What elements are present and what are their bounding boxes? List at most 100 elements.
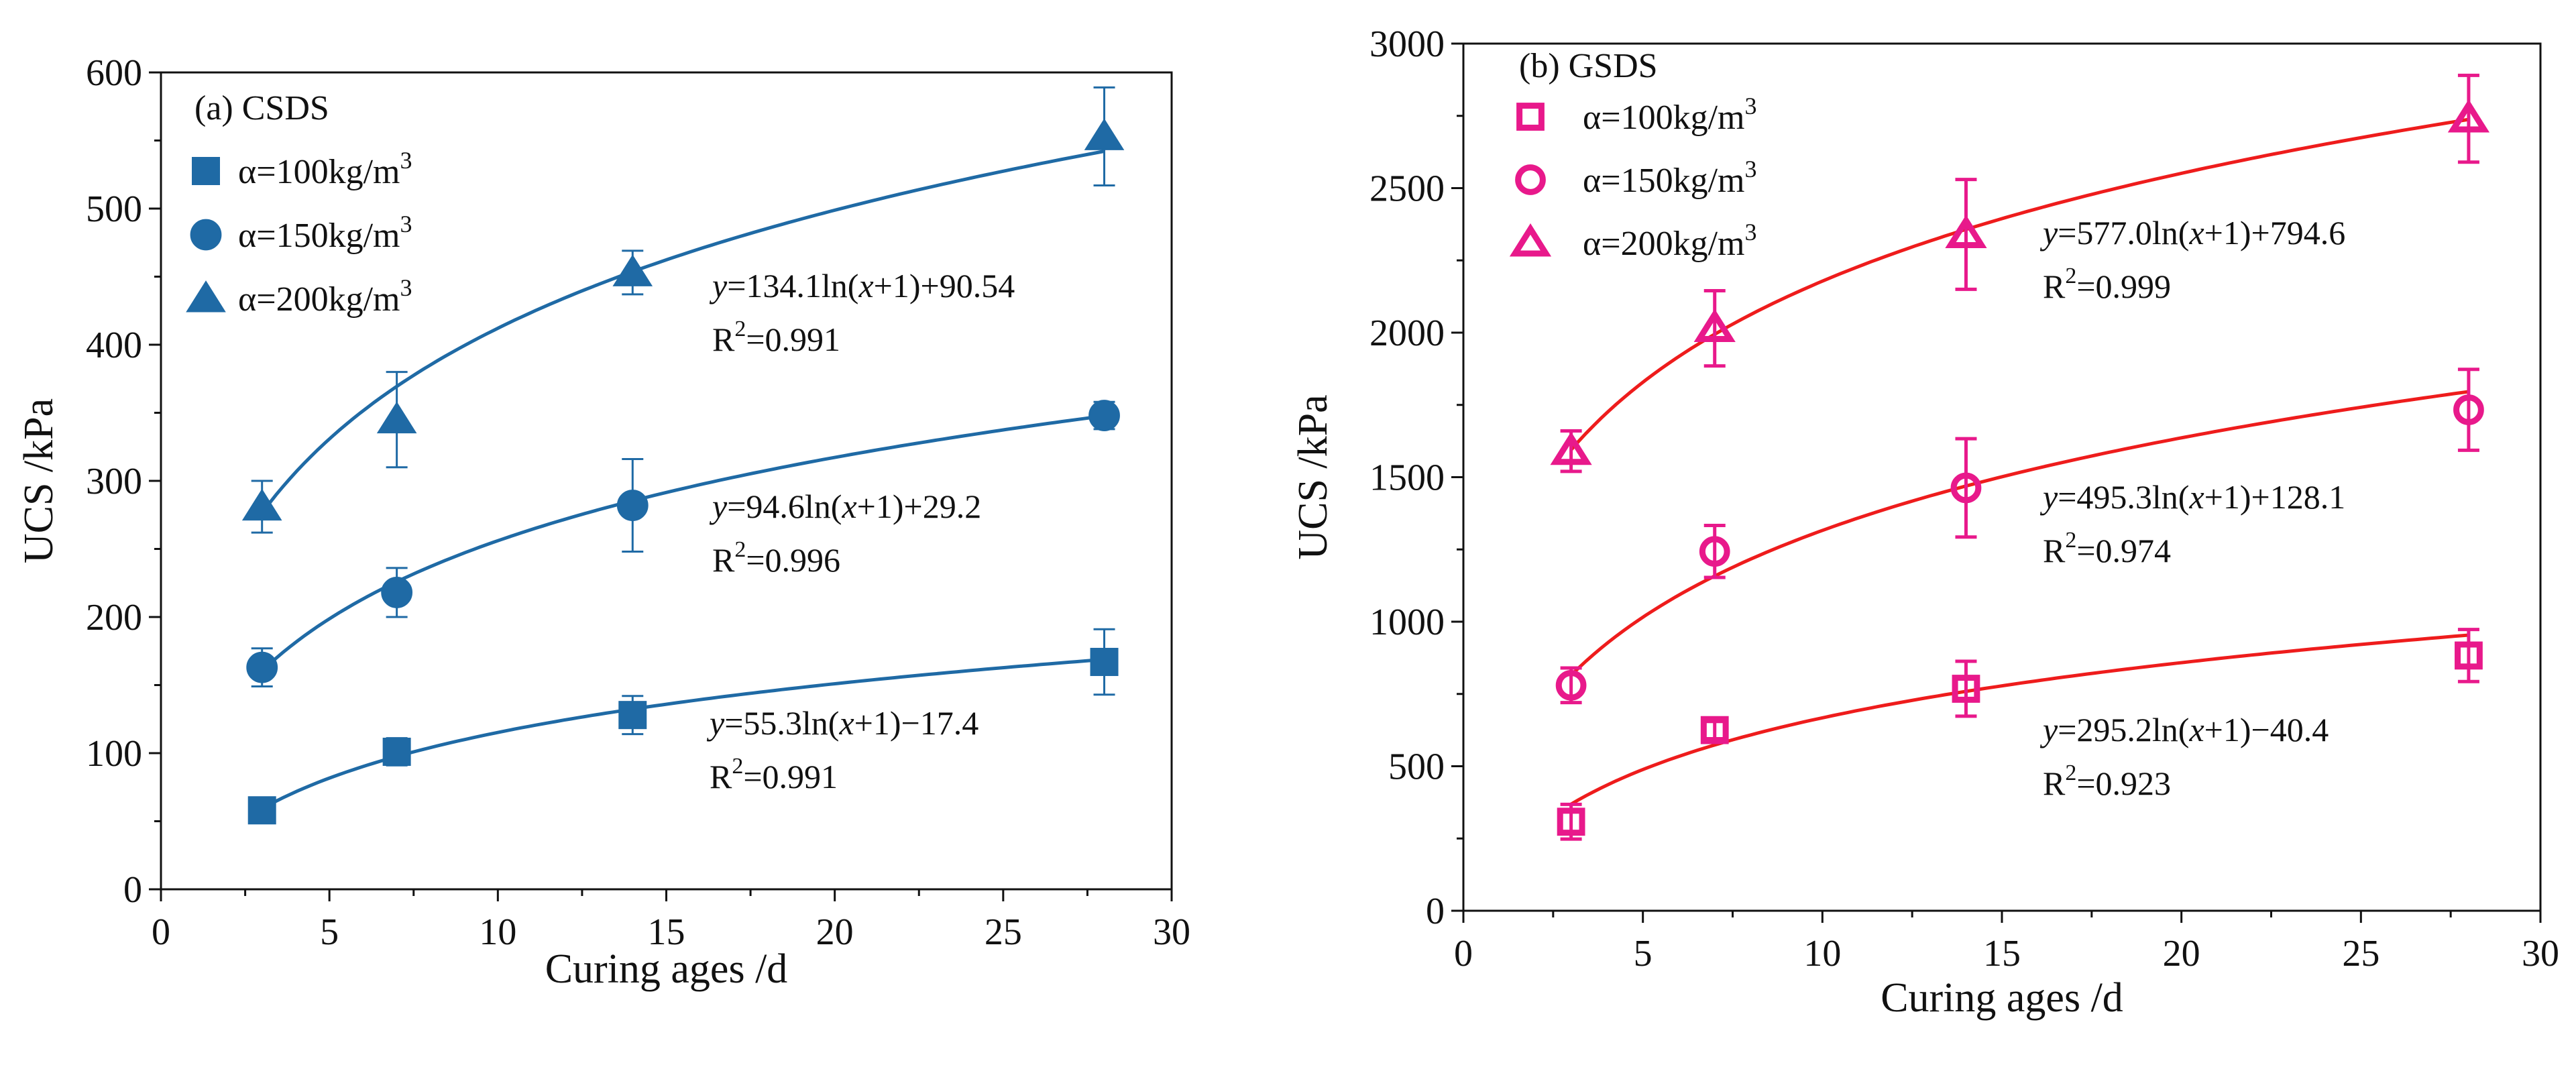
- r2-label: R: [2043, 532, 2066, 569]
- error-bar: [1703, 523, 1726, 579]
- data-point: [2453, 394, 2484, 425]
- y-tick-label: 300: [86, 461, 142, 502]
- equation-x: x: [841, 488, 856, 525]
- data-point: [2455, 641, 2483, 670]
- legend-entry: α=100kg/m3: [1583, 93, 1756, 137]
- y-tick-label: 1500: [1369, 457, 1445, 499]
- y-tick-label: 2500: [1369, 168, 1445, 210]
- y-tick-label: 200: [86, 597, 142, 638]
- data-point: [246, 651, 278, 683]
- legend-marker: [186, 280, 226, 313]
- legend-label-superscript: 3: [1744, 219, 1756, 245]
- y-tick-label: 1000: [1369, 602, 1445, 643]
- x-tick-label: 30: [2522, 933, 2559, 974]
- r-squared: R2=0.999: [2043, 264, 2171, 305]
- series-circle: [246, 400, 1120, 688]
- r2-value: =0.974: [2076, 532, 2171, 569]
- r2-value: =0.999: [2076, 268, 2171, 305]
- legend-label: α=100kg/m: [238, 153, 400, 191]
- equation-y: y: [2039, 214, 2058, 251]
- r-squared: R2=0.974: [2043, 528, 2171, 569]
- legend-label-superscript: 3: [1744, 93, 1756, 119]
- data-point: [1945, 215, 1987, 248]
- panel-label: (a) CSDS: [194, 89, 329, 127]
- legend-label: α=100kg/m: [1583, 99, 1744, 137]
- error-bar: [2457, 628, 2479, 683]
- chart-panel-b: 0 5 10 15 20 25 30 0 500 1000 1500 2000 2500 3000 Curi…: [1290, 23, 2559, 1021]
- data-point: [1550, 431, 1592, 465]
- fit-equation: y=295.2ln(x+1)−40.4: [2039, 711, 2329, 748]
- equation-x: x: [2188, 214, 2204, 251]
- equation-part: +1)−40.4: [2204, 711, 2329, 748]
- legend-entry: α=100kg/m3: [238, 147, 412, 191]
- equation-part: =295.2ln(: [2058, 711, 2189, 748]
- r2-label: R: [2043, 268, 2066, 305]
- r2-superscript: 2: [732, 754, 743, 779]
- r2-value: =0.996: [746, 541, 840, 579]
- r2-superscript: 2: [2065, 264, 2076, 288]
- legend-label: α=150kg/m: [1583, 162, 1744, 200]
- equation-y: y: [2039, 711, 2058, 748]
- series-triangle: [241, 86, 1125, 534]
- y-axis-title: UCS /kPa: [1290, 394, 1336, 559]
- y-tick-label: 3000: [1369, 23, 1445, 65]
- legend-marker: [190, 219, 222, 251]
- legend-label-superscript: 3: [400, 147, 412, 174]
- equation-part: +1)+29.2: [857, 488, 982, 525]
- r2-label: R: [710, 758, 732, 795]
- data-point: [1693, 309, 1736, 343]
- y-axis-title: UCS /kPa: [16, 398, 62, 563]
- data-point: [2447, 99, 2490, 133]
- x-tick-label: 20: [2163, 933, 2200, 974]
- equation-part: =55.3ln(: [724, 704, 839, 742]
- fit-equation: y=94.6ln(x+1)+29.2: [709, 488, 981, 525]
- r-squared: R2=0.991: [710, 754, 838, 795]
- legend-entry: α=200kg/m3: [1583, 219, 1756, 263]
- data-point: [1952, 675, 1980, 703]
- fit-equation: y=495.3ln(x+1)+128.1: [2039, 478, 2345, 516]
- y-tick-label: 600: [86, 52, 142, 94]
- data-point: [1090, 647, 1119, 676]
- legend-label-superscript: 3: [1744, 156, 1756, 182]
- x-tick-label: 30: [1153, 911, 1190, 953]
- fit-curve: [1569, 390, 2469, 677]
- data-point: [247, 796, 276, 825]
- x-tick-label: 10: [479, 911, 516, 953]
- x-tick-label: 10: [1803, 933, 1841, 974]
- equation-part: =134.1ln(: [727, 267, 858, 304]
- y-tick-label: 500: [1388, 746, 1445, 788]
- x-axis-title: Curing ages /d: [1881, 975, 2123, 1021]
- data-point: [382, 737, 411, 766]
- r2-superscript: 2: [734, 317, 746, 341]
- x-tick-label: 20: [816, 911, 854, 953]
- y-tick-label: 400: [86, 325, 142, 366]
- equation-y: y: [709, 488, 728, 525]
- fit-curve: [261, 414, 1105, 673]
- y-tick-label: 0: [123, 869, 142, 911]
- equation-y: y: [2039, 478, 2058, 516]
- x-tick-label: 5: [1634, 933, 1653, 974]
- error-bar: [2457, 73, 2479, 164]
- r-squared: R2=0.996: [712, 537, 840, 579]
- series-square: [247, 628, 1119, 825]
- data-point: [1700, 716, 1729, 744]
- equation-y: y: [709, 267, 728, 304]
- r2-value: =0.991: [743, 758, 838, 795]
- equation-y: y: [706, 704, 725, 742]
- x-tick-label: 25: [985, 911, 1022, 953]
- fit-equation: y=134.1ln(x+1)+90.54: [709, 267, 1015, 304]
- r-squared: R2=0.991: [712, 317, 840, 358]
- error-bar: [1955, 178, 1977, 291]
- equation-part: =94.6ln(: [727, 488, 842, 525]
- r2-superscript: 2: [734, 537, 746, 562]
- r2-label: R: [2043, 765, 2066, 802]
- series-triangle: [1550, 73, 2490, 473]
- equation-part: +1)−17.4: [854, 704, 979, 742]
- r2-value: =0.991: [746, 321, 840, 358]
- data-point: [1950, 472, 1982, 504]
- data-point: [1084, 118, 1125, 150]
- fit-curve: [260, 150, 1105, 514]
- legend-marker: [1515, 164, 1546, 195]
